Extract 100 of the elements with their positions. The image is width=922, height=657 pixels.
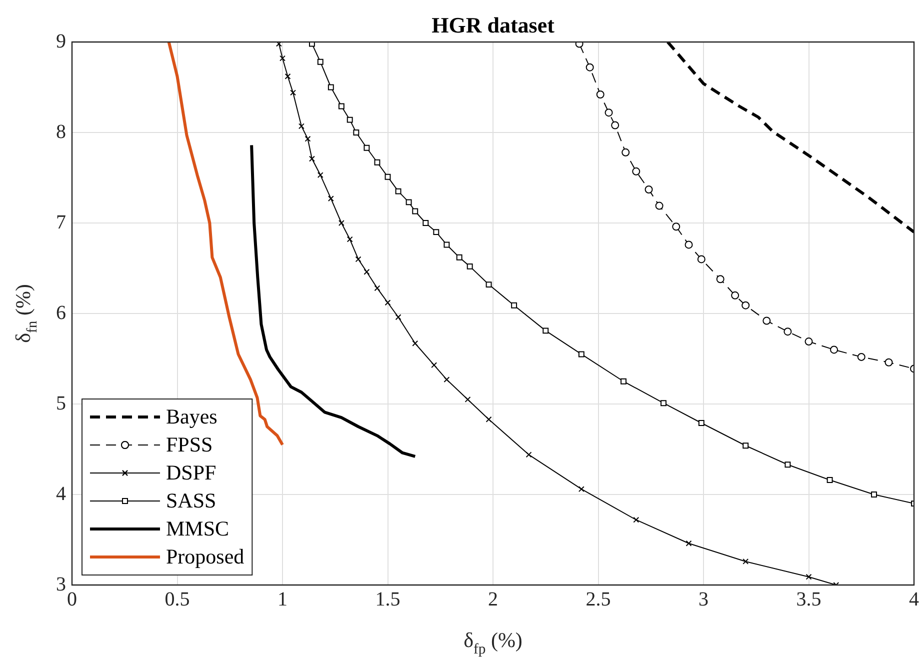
point xyxy=(433,229,440,236)
point xyxy=(698,420,704,426)
point xyxy=(578,486,584,492)
point xyxy=(697,255,706,264)
point xyxy=(742,442,749,449)
point xyxy=(644,186,653,194)
point xyxy=(276,42,282,47)
x-tick-label: 2 xyxy=(488,588,498,610)
point xyxy=(526,452,532,458)
point xyxy=(486,416,492,422)
point xyxy=(284,73,291,80)
point xyxy=(596,90,604,98)
x-tick-label: 3.5 xyxy=(796,588,822,610)
point xyxy=(884,358,893,366)
point xyxy=(857,352,866,361)
point xyxy=(826,477,833,483)
point xyxy=(542,328,549,334)
point xyxy=(280,55,286,62)
point xyxy=(290,90,296,96)
point xyxy=(604,108,613,117)
chart-title: HGR dataset xyxy=(432,12,556,38)
y-tick-label: 8 xyxy=(56,120,66,143)
point xyxy=(346,116,353,123)
point xyxy=(364,144,370,151)
point xyxy=(672,222,680,231)
legend-label: Bayes xyxy=(166,404,218,429)
point xyxy=(374,285,380,292)
point xyxy=(317,172,324,178)
point xyxy=(806,574,812,580)
point xyxy=(431,362,438,368)
x-tick-label: 1 xyxy=(278,588,288,610)
legend-label: Proposed xyxy=(166,544,245,569)
x-tick-label: 3 xyxy=(698,588,708,610)
point xyxy=(328,84,334,90)
y-tick-label: 5 xyxy=(56,392,66,414)
point xyxy=(304,136,311,142)
point xyxy=(830,346,838,354)
point xyxy=(374,159,380,166)
y-tick-label: 6 xyxy=(56,302,66,324)
point xyxy=(308,156,315,162)
legend-label: DSPF xyxy=(166,460,216,485)
point xyxy=(464,396,471,402)
point xyxy=(660,400,666,406)
legend-label: FPSS xyxy=(166,432,213,457)
point xyxy=(731,291,740,300)
point xyxy=(364,268,370,275)
point xyxy=(716,275,724,284)
y-tick-label: 4 xyxy=(56,482,66,505)
point xyxy=(355,256,362,262)
point xyxy=(317,58,324,65)
point xyxy=(804,338,813,346)
point xyxy=(742,558,749,564)
point xyxy=(466,263,473,270)
point xyxy=(633,516,640,523)
point xyxy=(384,174,391,180)
y-axis-title: δfn (%) xyxy=(11,284,40,343)
point xyxy=(684,240,693,249)
point xyxy=(298,123,304,130)
point xyxy=(511,302,518,308)
line-series xyxy=(666,42,914,234)
point xyxy=(412,208,418,214)
point xyxy=(632,167,640,176)
point xyxy=(784,328,792,336)
x-tick-label: 1.5 xyxy=(375,588,400,610)
point xyxy=(742,301,750,310)
point xyxy=(622,148,630,156)
point xyxy=(308,42,315,47)
point xyxy=(395,188,402,194)
point xyxy=(328,196,334,202)
point xyxy=(338,220,344,226)
x-tick-label: 0 xyxy=(67,588,77,610)
x-tick-label: 0.5 xyxy=(164,588,190,610)
legend-label: SASS xyxy=(166,488,216,513)
point xyxy=(784,462,791,468)
point xyxy=(871,492,877,498)
point xyxy=(412,340,418,346)
x-tick-label: 2.5 xyxy=(586,588,611,610)
point xyxy=(762,316,771,325)
point xyxy=(578,351,584,358)
point xyxy=(422,220,429,226)
y-tick-label: 3 xyxy=(56,573,66,596)
point xyxy=(655,202,664,210)
point xyxy=(686,540,692,546)
point xyxy=(486,282,492,288)
point xyxy=(353,130,360,136)
point xyxy=(586,63,594,72)
x-tick-label: 4 xyxy=(909,588,919,610)
point xyxy=(620,378,626,384)
point xyxy=(395,314,402,320)
point xyxy=(384,300,391,306)
point xyxy=(338,103,344,110)
point xyxy=(611,121,620,130)
point xyxy=(444,242,450,248)
legend-label: MMSC xyxy=(166,516,230,541)
y-tick-label: 7 xyxy=(56,211,66,234)
point xyxy=(456,254,462,260)
point xyxy=(575,42,584,48)
point xyxy=(346,236,353,242)
point xyxy=(406,199,412,206)
point xyxy=(444,376,450,383)
